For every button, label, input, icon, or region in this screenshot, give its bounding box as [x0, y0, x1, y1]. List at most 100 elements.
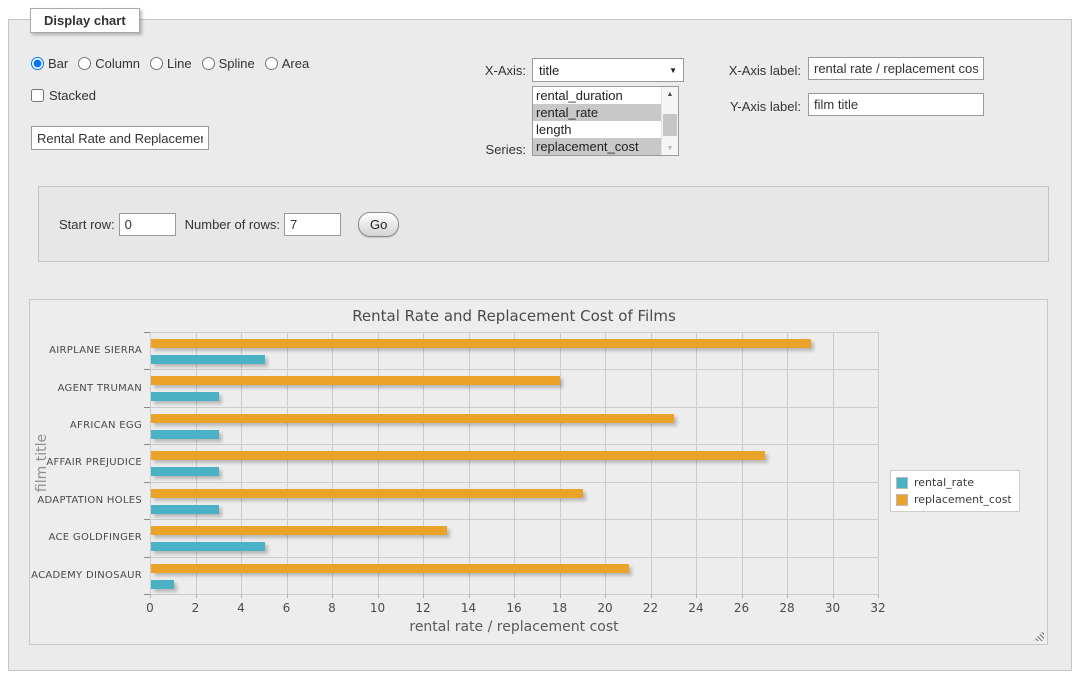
gridline [150, 332, 151, 594]
bar-rental_rate [151, 355, 265, 364]
scrollbar-thumb[interactable] [663, 114, 677, 136]
chart-type-option-area[interactable]: Area [264, 56, 310, 71]
bar-replacement_cost [151, 376, 560, 386]
x-tick-mark [878, 594, 879, 598]
x-tick-label: 14 [460, 601, 477, 615]
chart-type-radio-label: Column [95, 56, 141, 71]
bar-replacement_cost [151, 451, 765, 461]
legend-row: rental_rate [896, 476, 1012, 489]
go-button[interactable]: Go [358, 211, 400, 237]
gridline [832, 332, 834, 594]
x-axis-label-input[interactable] [808, 57, 984, 80]
chart-type-radio-line[interactable] [150, 57, 164, 70]
y-axis-label-field-label: Y-Axis label: [729, 99, 801, 114]
scroll-down-icon[interactable]: ▼ [666, 144, 674, 152]
scroll-up-icon[interactable]: ▲ [666, 90, 674, 98]
bar-rental_rate [151, 504, 219, 514]
y-tick-mark [144, 556, 150, 558]
x-tick-mark [150, 594, 151, 598]
chart-type-option-column[interactable]: Column [78, 56, 140, 71]
chart-type-option-bar[interactable]: Bar [31, 56, 68, 71]
gridline [332, 332, 333, 594]
series-listbox[interactable]: rental_duration rental_rate length replacem… [532, 86, 679, 156]
chart-title-input[interactable] [31, 126, 209, 150]
series-select-label: Series: [485, 142, 526, 157]
chart-type-radio-bar[interactable] [31, 57, 44, 70]
chart-type-radio-column[interactable] [78, 57, 92, 70]
bar-rental_rate [151, 392, 219, 402]
x-tick-mark [468, 594, 470, 598]
category-label: AGENT TRUMAN [57, 382, 142, 394]
chart: Rental Rate and Replacement Cost of Film… [29, 299, 1048, 645]
x-tick-mark [286, 594, 288, 598]
series-option-length[interactable]: length [536, 122, 572, 137]
y-axis-label-input[interactable] [808, 93, 984, 116]
bar-replacement_cost [151, 488, 583, 498]
y-tick-mark [144, 444, 150, 446]
x-tick-mark [832, 594, 834, 598]
category-separator [150, 406, 878, 408]
legend-swatch-replacement_cost [896, 493, 908, 506]
category-label: AFFAIR PREJUDICE [46, 457, 142, 469]
chart-title: Rental Rate and Replacement Cost of Film… [352, 307, 676, 325]
chart-legend: rental_rate replacement_cost [890, 470, 1020, 512]
start-row-label: Start row: [59, 216, 115, 232]
gridline [787, 332, 788, 594]
x-tick-mark [650, 594, 652, 598]
gridline [741, 332, 743, 594]
category-label: AIRPLANE SIERRA [49, 345, 142, 357]
x-tick-label: 24 [688, 601, 704, 615]
chart-type-radio-label: Line [167, 56, 192, 71]
start-row-input[interactable] [118, 212, 176, 236]
gridline [696, 332, 697, 594]
x-tick-mark [559, 594, 561, 598]
gridline [377, 332, 379, 594]
chart-type-radio-spline[interactable] [201, 57, 215, 70]
bar-replacement_cost [151, 413, 674, 423]
legend-row: replacement_cost [896, 493, 1012, 506]
gridline [468, 332, 470, 594]
plot-border [150, 332, 878, 333]
stacked-checkbox[interactable] [31, 89, 44, 102]
x-tick-mark [514, 594, 515, 598]
x-axis-select-label: X-Axis: [484, 63, 526, 78]
gridline [423, 332, 424, 594]
series-option-rental_duration[interactable]: rental_duration [536, 88, 623, 103]
x-tick-mark [696, 594, 697, 598]
category-separator [150, 481, 878, 483]
row-range-form: Start row: Number of rows: Go [38, 186, 1049, 262]
chart-type-option-spline[interactable]: Spline [201, 56, 255, 71]
gridline [195, 332, 197, 594]
plot-area [150, 332, 879, 595]
category-separator [150, 556, 878, 558]
chart-type-radio-label: Bar [48, 56, 69, 71]
chart-type-option-line[interactable]: Line [150, 56, 192, 71]
x-tick-label: 20 [597, 601, 613, 615]
x-tick-label: 32 [870, 601, 886, 615]
bar-rental_rate [151, 579, 174, 589]
stacked-option[interactable]: Stacked [31, 88, 96, 103]
x-tick-label: 18 [551, 601, 568, 615]
y-tick-mark [144, 406, 150, 408]
resize-handle-icon[interactable] [1033, 630, 1044, 641]
bar-replacement_cost [151, 563, 629, 573]
x-tick-mark [195, 594, 197, 598]
gridline [878, 332, 879, 594]
gridline [286, 332, 288, 594]
y-tick-mark [144, 594, 150, 595]
chart-type-radio-area[interactable] [264, 57, 278, 70]
category-separator [150, 369, 878, 371]
category-separator [150, 519, 878, 521]
series-option-replacement_cost[interactable]: replacement_cost [533, 138, 661, 155]
series-option-rental_rate[interactable]: rental_rate [533, 104, 661, 121]
num-rows-input[interactable] [284, 212, 341, 236]
x-tick-mark [787, 594, 788, 598]
bar-rental_rate [151, 542, 265, 552]
listbox-scrollbar[interactable]: ▲ ▼ [661, 87, 678, 155]
gridline [559, 332, 561, 594]
category-label: ACE GOLDFINGER [48, 532, 142, 544]
chart-type-radio-label: Area [281, 56, 310, 71]
x-axis-select[interactable]: title ▼ [532, 58, 684, 82]
x-tick-label: 30 [824, 601, 841, 615]
y-tick-mark [144, 369, 150, 371]
